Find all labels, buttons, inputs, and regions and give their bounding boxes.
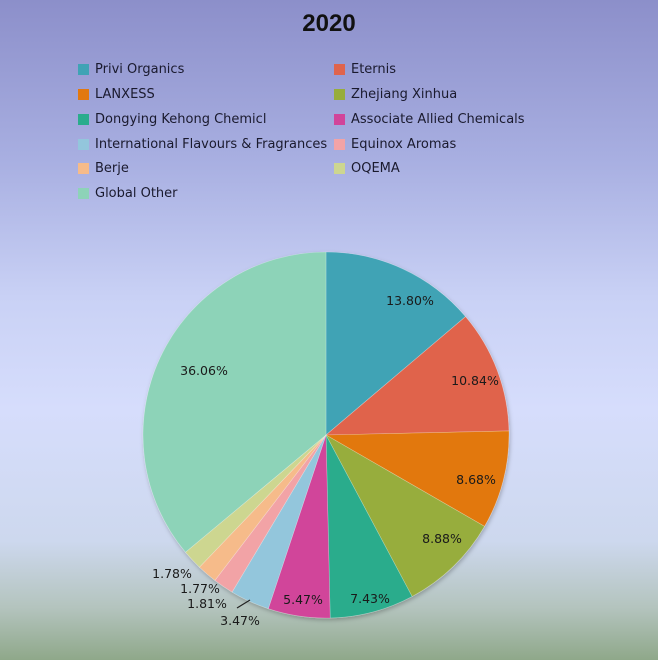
legend-item-global-other: Global Other [78, 184, 178, 202]
legend-item-berje: Berje [78, 159, 129, 177]
slice-value-label: 36.06% [180, 363, 228, 378]
pie-slice [324, 430, 510, 527]
legend-label: Associate Allied Chemicals [351, 111, 525, 127]
legend-item-lanxess: LANXESS [78, 85, 155, 103]
leader-line [236, 599, 251, 609]
legend-item-equinox-aromas: Equinox Aromas [334, 135, 456, 153]
slice-value-label: 1.77% [180, 581, 220, 596]
pie-slice [142, 251, 327, 553]
legend-item-associate-allied: Associate Allied Chemicals [334, 110, 525, 128]
legend-swatch [78, 162, 89, 174]
slice-value-label: 1.81% [187, 596, 227, 611]
legend-swatch [334, 88, 345, 100]
legend-swatch [78, 63, 89, 75]
legend-swatch [334, 138, 345, 150]
legend-label: Zhejiang Xinhua [351, 86, 458, 102]
slice-value-label: 1.78% [152, 566, 192, 581]
slice-value-label: 3.47% [220, 613, 260, 628]
legend-label: OQEMA [351, 160, 400, 176]
legend-swatch [78, 113, 89, 125]
legend-swatch [78, 138, 89, 150]
legend-label: Berje [95, 160, 129, 176]
pie-slice [325, 316, 510, 436]
legend-swatch [78, 187, 89, 199]
pie-slice [325, 434, 485, 597]
slice-value-label: 8.88% [422, 531, 462, 546]
legend-swatch [78, 88, 89, 100]
legend-label: Eternis [351, 61, 397, 77]
slice-value-label: 5.47% [283, 592, 323, 607]
legend-label: Equinox Aromas [351, 136, 457, 152]
legend-item-dongying-kehong: Dongying Kehong Chemicl [78, 110, 266, 128]
legend-item-oqema: OQEMA [334, 159, 400, 177]
pie-labels: 13.80% 10.84% 8.68% 8.88% 7.43% 5.47% 3.47% 1.8… [152, 293, 499, 628]
legend-label: International Flavours & Fragrances [95, 136, 328, 152]
legend-swatch [334, 162, 345, 174]
legend-swatch [334, 63, 345, 75]
legend-label: Dongying Kehong Chemicl [95, 111, 267, 127]
slice-value-label: 10.84% [451, 373, 499, 388]
chart-title: 2020 [302, 10, 356, 37]
legend-item-privi-organics: Privi Organics [78, 60, 184, 78]
legend-item-zhejiang-xinhua: Zhejiang Xinhua [334, 85, 457, 103]
legend-label: LANXESS [95, 86, 155, 102]
legend-label: Privi Organics [95, 61, 185, 77]
slice-value-label: 13.80% [386, 293, 434, 308]
legend-swatch [334, 113, 345, 125]
pie-slices [142, 251, 510, 619]
legend-item-iff: International Flavours & Fragrances [78, 135, 327, 153]
pie-slice [325, 251, 466, 436]
legend-label: Global Other [95, 185, 178, 201]
slice-value-label: 7.43% [350, 591, 390, 606]
legend-item-eternis: Eternis [334, 60, 396, 78]
slice-value-label: 8.68% [456, 472, 496, 487]
